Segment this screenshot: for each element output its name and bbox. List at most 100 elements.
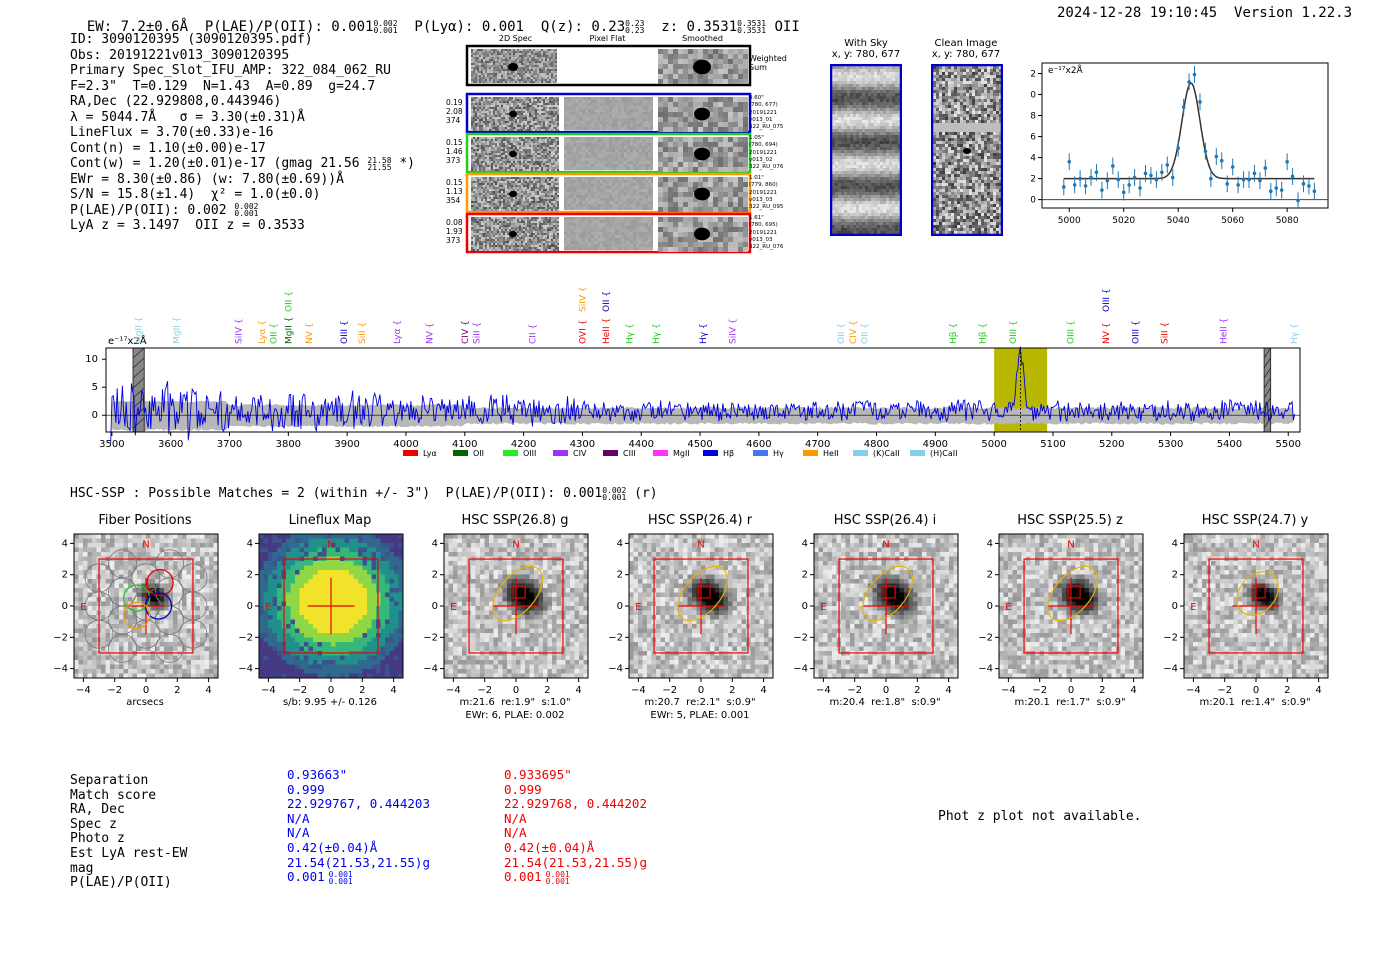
image-pixel: [674, 597, 679, 602]
spec-line-label-text: CIV {: [849, 320, 859, 344]
flux-pixel: [371, 583, 377, 589]
info-block: ID: 3090120395 (3090120395.pdf) Obs: 201…: [70, 32, 415, 234]
image-pixel: [692, 574, 697, 580]
image-pixel: [471, 534, 476, 539]
image-pixel: [511, 552, 517, 557]
image-pixel: [204, 660, 210, 665]
image-pixel: [683, 534, 688, 539]
image-pixel: [200, 579, 205, 584]
hsc-ytick-label: 2: [62, 570, 68, 581]
image-pixel: [480, 547, 485, 553]
image-pixel: [475, 624, 481, 629]
image-pixel: [173, 610, 178, 616]
image-pixel: [83, 543, 88, 548]
image-pixel: [660, 610, 666, 616]
image-pixel: [669, 579, 675, 584]
flux-pixel: [322, 574, 327, 580]
spec-line-label: Hγ {: [652, 323, 662, 344]
flux-pixel: [272, 615, 278, 620]
image-pixel: [741, 561, 747, 566]
flux-pixel: [322, 561, 327, 566]
flux-pixel: [259, 592, 264, 598]
image-pixel: [155, 633, 160, 638]
image-pixel: [529, 552, 535, 557]
flux-pixel: [394, 637, 399, 643]
image-pixel: [547, 534, 553, 539]
flux-pixel: [326, 646, 332, 652]
image-pixel: [759, 597, 765, 602]
flux-pixel: [340, 543, 345, 548]
image-pixel: [150, 565, 156, 571]
image-pixel: [660, 561, 666, 566]
image-pixel: [132, 642, 138, 647]
hsc-ytick-label: 2: [432, 570, 438, 581]
image-pixel: [529, 628, 535, 634]
image-pixel: [543, 592, 548, 598]
flux-pixel: [358, 642, 363, 647]
image-pixel: [209, 565, 214, 571]
image-pixel: [475, 646, 481, 652]
flux-pixel: [389, 664, 395, 670]
image-pixel: [543, 606, 548, 611]
flux-pixel: [385, 579, 390, 584]
image-pixel: [516, 534, 521, 539]
image-pixel: [705, 660, 711, 665]
image-pixel: [669, 669, 675, 674]
image-pixel: [480, 597, 485, 602]
image-pixel: [710, 669, 715, 674]
flux-pixel: [317, 646, 323, 652]
image-pixel: [195, 606, 201, 611]
image-pixel: [177, 547, 183, 553]
spec-legend-swatch: [853, 450, 868, 456]
flux-pixel: [326, 565, 332, 571]
image-pixel: [209, 583, 214, 589]
image-pixel: [123, 565, 129, 571]
image-pixel: [92, 651, 97, 656]
image-pixel: [931, 547, 936, 553]
flux-pixel: [389, 597, 395, 602]
image-pixel: [498, 561, 503, 566]
image-pixel: [168, 615, 174, 620]
image-pixel: [444, 610, 449, 616]
flux-pixel: [322, 606, 327, 611]
image-pixel: [705, 579, 711, 584]
flux-pixel: [286, 673, 291, 679]
image-pixel: [687, 561, 693, 566]
image-pixel: [489, 570, 494, 575]
flux-pixel: [308, 570, 314, 575]
flux-pixel: [358, 592, 363, 598]
image-pixel: [714, 646, 720, 652]
image-pixel: [746, 664, 751, 670]
image-pixel: [453, 606, 458, 611]
image-pixel: [209, 579, 214, 584]
hsc-xtick-label: 0: [328, 685, 334, 696]
flux-pixel: [268, 651, 273, 656]
image-pixel: [705, 637, 711, 643]
flux-pixel: [371, 547, 377, 553]
image-pixel: [101, 565, 106, 571]
image-pixel: [466, 547, 472, 553]
image-pixel: [155, 588, 160, 593]
image-pixel: [146, 615, 151, 620]
hsc-title: HSC-SSP : Possible Matches = 2 (within +…: [70, 486, 658, 501]
image-pixel: [908, 561, 914, 566]
image-pixel: [493, 619, 499, 625]
flux-pixel: [398, 633, 404, 638]
image-pixel: [723, 606, 729, 611]
image-pixel: [498, 633, 503, 638]
image-pixel: [471, 660, 476, 665]
zoom-ytick-label: 0: [1030, 196, 1036, 206]
image-pixel: [529, 669, 535, 674]
image-pixel: [552, 597, 557, 602]
image-pixel: [764, 633, 769, 638]
flux-pixel: [259, 669, 264, 674]
image-pixel: [543, 624, 548, 629]
image-pixel: [168, 574, 174, 580]
image-pixel: [935, 534, 941, 539]
image-pixel: [150, 561, 156, 566]
flux-pixel: [335, 583, 341, 589]
flux-pixel: [277, 552, 282, 557]
image-pixel: [818, 579, 824, 584]
image-pixel: [687, 664, 693, 670]
